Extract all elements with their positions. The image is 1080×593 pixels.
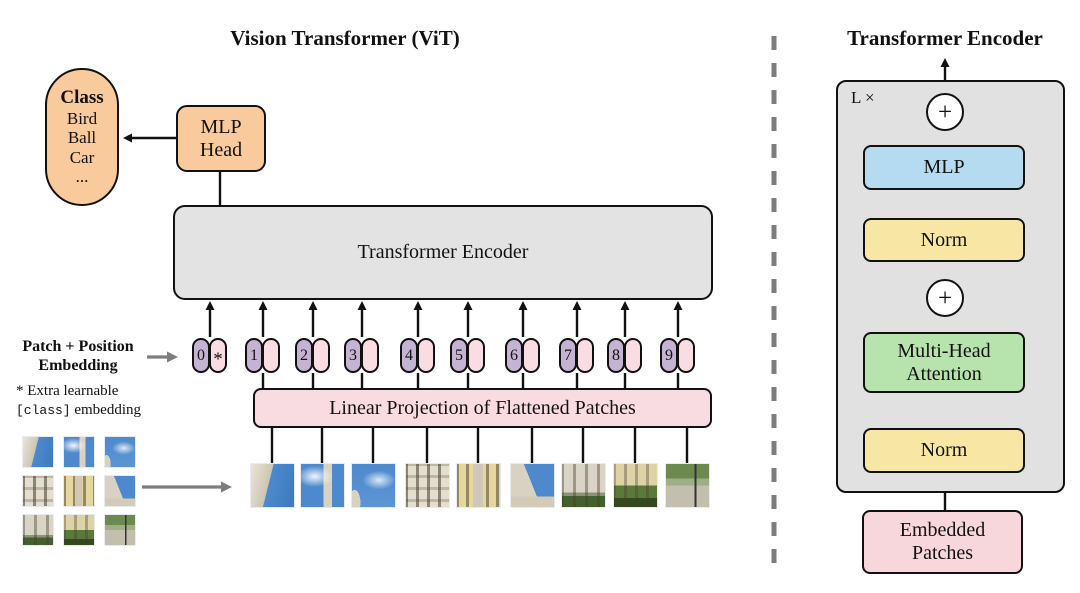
grid-patch-1: [22, 436, 54, 468]
position-embedding-pill: 6: [505, 338, 523, 373]
linear-projection-label: Linear Projection of Flattened Patches: [329, 396, 636, 419]
position-embedding-pill: 8: [607, 338, 625, 373]
position-embedding-pill: 0: [192, 338, 210, 373]
token-pair-9: 9: [660, 338, 695, 373]
norm-box-top: Norm: [863, 218, 1025, 262]
token-pair-7: 7: [559, 338, 594, 373]
patch-position-embedding-label: Patch + Position Embedding: [4, 337, 152, 375]
mlp-head-box: MLP Head: [176, 105, 266, 172]
class-item: Ball: [67, 128, 97, 148]
norm-label: Norm: [920, 228, 968, 251]
class-output-pill: Class Bird Ball Car ...: [45, 68, 119, 206]
residual-add-circle-bottom: +: [926, 279, 964, 317]
source-image-patch-grid: [22, 436, 136, 546]
position-embedding-pill: 9: [660, 338, 678, 373]
grid-patch-3: [104, 436, 136, 468]
token-pair-2: 2: [295, 338, 330, 373]
patch-embedding-pill: [361, 338, 379, 373]
class-item: ...: [75, 167, 89, 187]
mha-line2: Attention: [906, 362, 982, 385]
loop-count-label: L ×: [851, 88, 875, 107]
grid-patch-7: [22, 514, 54, 546]
grid-patch-4: [22, 475, 54, 507]
plus-icon: +: [937, 284, 953, 312]
patch-embedding-pill: [677, 338, 695, 373]
footnote-rest: embedding: [74, 401, 142, 418]
embedded-patches-line1: Embedded: [899, 519, 986, 541]
patch-embedding-pill: [417, 338, 435, 373]
image-patch-9: [665, 463, 710, 508]
class-token-pill: *: [209, 338, 227, 373]
mlp-box: MLP: [863, 145, 1025, 190]
class-token-code: [class]: [16, 402, 71, 418]
patch-embedding-pill: [624, 338, 642, 373]
position-embedding-pill: 3: [344, 338, 362, 373]
grid-patch-8: [63, 514, 95, 546]
token-pair-5: 5: [450, 338, 485, 373]
token-pair-3: 3: [344, 338, 379, 373]
grid-patch-5: [63, 475, 95, 507]
position-embedding-pill: 1: [245, 338, 263, 373]
patch-embedding-pill: [467, 338, 485, 373]
image-patch-8: [613, 463, 658, 508]
transformer-encoder-box: Transformer Encoder: [173, 205, 713, 300]
mlp-head-line: MLP: [200, 115, 242, 138]
token-pair-4: 4: [400, 338, 435, 373]
class-item: Car: [69, 147, 95, 167]
norm-box-bottom: Norm: [863, 428, 1025, 473]
position-embedding-pill: 7: [559, 338, 577, 373]
position-embedding-pill: 5: [450, 338, 468, 373]
linear-projection-box: Linear Projection of Flattened Patches: [253, 388, 712, 428]
image-patch-4: [405, 463, 450, 508]
token-pair-1: 1: [245, 338, 280, 373]
right-panel-title: Transformer Encoder: [847, 26, 1043, 50]
image-patch-3: [351, 463, 396, 508]
mlp-head-line: Head: [199, 138, 243, 161]
class-token-footnote: * Extra learnable [class] embedding: [16, 382, 141, 420]
embedded-patches-line2: Patches: [911, 542, 974, 564]
embedded-patches-box: Embedded Patches: [862, 510, 1023, 574]
footnote-line1: * Extra learnable: [16, 383, 119, 399]
image-patch-7: [561, 463, 606, 508]
mha-line1: Multi-Head: [897, 339, 991, 362]
position-embedding-pill: 2: [295, 338, 313, 373]
mlp-label: MLP: [923, 156, 965, 178]
patch-embedding-pill: [262, 338, 280, 373]
position-embedding-pill: 4: [400, 338, 418, 373]
patch-embedding-pill: [312, 338, 330, 373]
patch-embedding-pill: [576, 338, 594, 373]
token-pair-0: 0 *: [192, 338, 227, 373]
class-pill-heading: Class: [60, 86, 104, 108]
transformer-encoder-label: Transformer Encoder: [357, 241, 529, 263]
image-patch-2: [300, 463, 345, 508]
image-patch-5: [456, 463, 501, 508]
plus-icon: +: [937, 98, 953, 126]
footnote-line2: [class] embedding: [16, 401, 141, 420]
class-item: Bird: [66, 108, 98, 128]
token-pair-6: 6: [505, 338, 540, 373]
residual-add-circle-top: +: [926, 93, 964, 131]
patch-position-line2: Embedding: [38, 357, 118, 375]
norm-label: Norm: [920, 439, 968, 461]
grid-patch-9: [104, 514, 136, 546]
grid-patch-2: [63, 436, 95, 468]
token-pair-8: 8: [607, 338, 642, 373]
patch-position-line1: Patch + Position: [22, 338, 134, 355]
image-patch-1: [250, 463, 295, 508]
image-patch-6: [510, 463, 555, 508]
grid-patch-6: [104, 475, 136, 507]
patch-embedding-pill: [522, 338, 540, 373]
left-panel-title: Vision Transformer (ViT): [230, 26, 460, 50]
multi-head-attention-box: Multi-Head Attention: [863, 332, 1025, 393]
